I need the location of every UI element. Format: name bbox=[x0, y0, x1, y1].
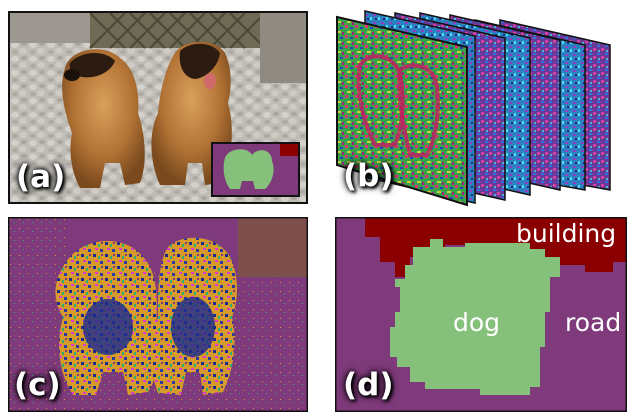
segmentation-map bbox=[335, 217, 627, 412]
road-label: road bbox=[565, 308, 622, 337]
panel-c: (c) bbox=[8, 217, 308, 412]
dogs-photo bbox=[10, 13, 306, 202]
feature-map-stack bbox=[336, 10, 611, 207]
panel-a-label: (a) bbox=[16, 159, 66, 195]
panel-b-label: (b) bbox=[343, 158, 394, 194]
panel-a: (a) bbox=[8, 11, 308, 204]
panel-c-label: (c) bbox=[14, 367, 61, 403]
panel-b: (b) bbox=[325, 5, 627, 212]
panel-d: building dog road (d) bbox=[335, 217, 627, 412]
panel-d-label: (d) bbox=[343, 367, 394, 403]
building-label: building bbox=[516, 219, 617, 248]
dog-label: dog bbox=[453, 308, 501, 337]
cluster-map bbox=[8, 217, 308, 412]
